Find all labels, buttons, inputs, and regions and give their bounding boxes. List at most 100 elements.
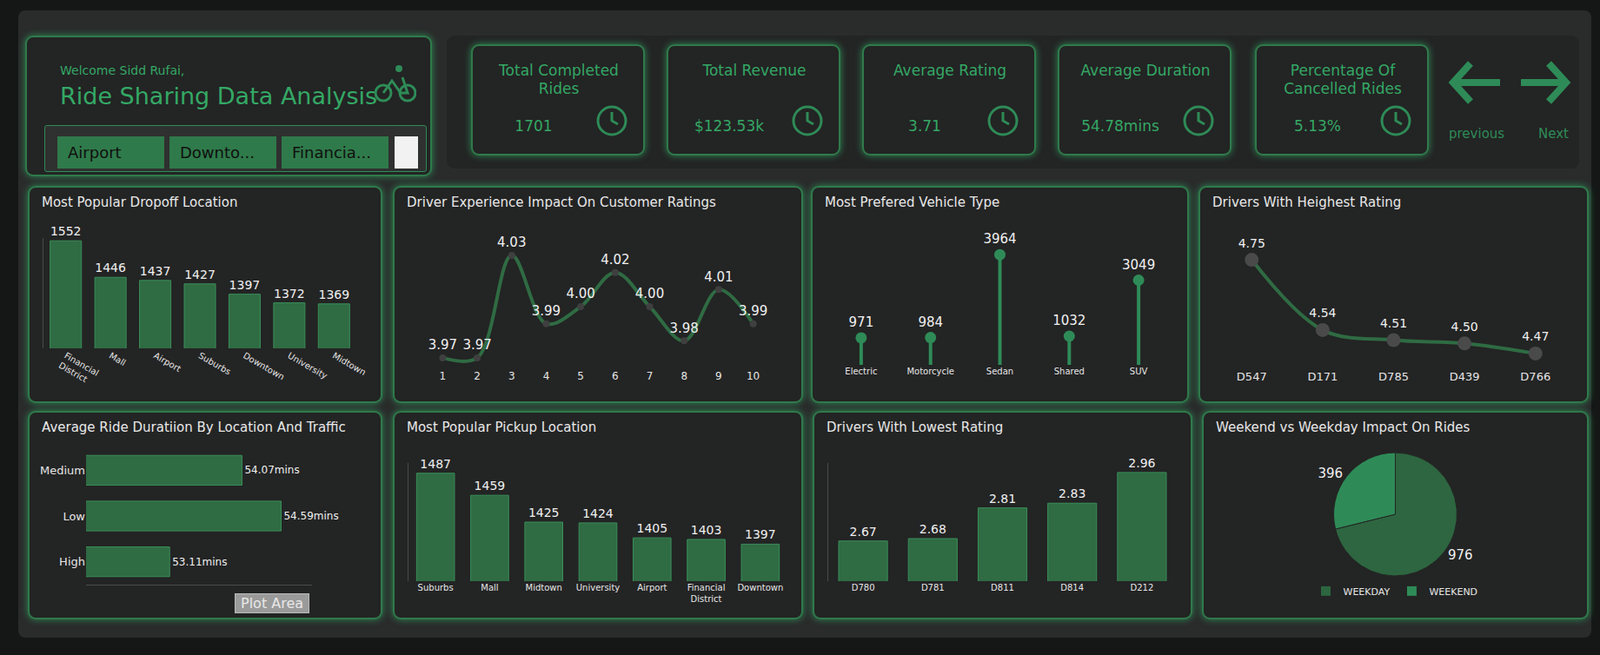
svg-text:1427: 1427 bbox=[184, 267, 216, 282]
svg-text:D439: D439 bbox=[1449, 370, 1481, 384]
svg-text:4.01: 4.01 bbox=[703, 269, 733, 286]
svg-text:WEEKDAY: WEEKDAY bbox=[1343, 586, 1391, 598]
html-text:$123.53k: $123.53k bbox=[694, 117, 765, 135]
svg-text:2: 2 bbox=[473, 370, 481, 383]
html-text:Average Rating: Average Rating bbox=[893, 61, 1007, 80]
svg-text:D547: D547 bbox=[1236, 370, 1268, 384]
svg-text:Midtown: Midtown bbox=[331, 351, 368, 379]
svg-text:1397: 1397 bbox=[229, 278, 261, 293]
svg-text:Mall: Mall bbox=[480, 583, 498, 593]
svg-text:University: University bbox=[576, 583, 621, 593]
svg-text:D212: D212 bbox=[1130, 583, 1155, 593]
svg-text:976: 976 bbox=[1447, 547, 1474, 564]
html-text:Total Revenue: Total Revenue bbox=[702, 61, 807, 80]
svg-text:2.96: 2.96 bbox=[1128, 456, 1156, 471]
svg-text:3.98: 3.98 bbox=[670, 320, 699, 337]
svg-text:1459: 1459 bbox=[474, 478, 506, 493]
svg-text:3: 3 bbox=[508, 370, 516, 383]
svg-text:FinancialDistrict: FinancialDistrict bbox=[57, 351, 101, 389]
html-text:Total Completed Rides: Total Completed Rides bbox=[498, 61, 619, 98]
html-text:1701: 1701 bbox=[514, 117, 553, 135]
svg-text:WEEKEND: WEEKEND bbox=[1428, 586, 1478, 598]
svg-text:4.75: 4.75 bbox=[1238, 236, 1266, 251]
html-text:3.71: 3.71 bbox=[908, 117, 942, 135]
html-text:Financia...: Financia... bbox=[292, 143, 372, 162]
svg-text:6: 6 bbox=[611, 370, 619, 383]
svg-text:D781: D781 bbox=[921, 583, 945, 593]
svg-text:3.99: 3.99 bbox=[531, 303, 561, 319]
html-text:Average Duration: Average Duration bbox=[1080, 61, 1211, 80]
svg-text:Mall: Mall bbox=[107, 351, 128, 369]
svg-text:University: University bbox=[285, 351, 329, 382]
svg-text:4.50: 4.50 bbox=[1451, 319, 1479, 334]
svg-text:D785: D785 bbox=[1378, 370, 1409, 384]
svg-text:1405: 1405 bbox=[636, 521, 668, 536]
svg-text:54.07mins: 54.07mins bbox=[244, 464, 299, 477]
svg-text:3049: 3049 bbox=[1121, 257, 1156, 273]
svg-text:1437: 1437 bbox=[139, 264, 172, 279]
svg-text:4.54: 4.54 bbox=[1308, 305, 1336, 320]
svg-text:Sedan: Sedan bbox=[986, 366, 1014, 377]
html-text:Downto...: Downto... bbox=[179, 143, 255, 162]
svg-text:D814: D814 bbox=[1060, 583, 1084, 593]
svg-text:10: 10 bbox=[746, 370, 760, 383]
svg-text:Medium: Medium bbox=[39, 464, 86, 478]
svg-text:1424: 1424 bbox=[582, 506, 614, 521]
svg-text:1032: 1032 bbox=[1052, 312, 1086, 329]
svg-text:Electric: Electric bbox=[844, 366, 877, 377]
svg-text:2.67: 2.67 bbox=[849, 524, 877, 539]
svg-text:1372: 1372 bbox=[273, 286, 306, 301]
svg-text:Downtown: Downtown bbox=[241, 351, 286, 383]
svg-text:53.11mins: 53.11mins bbox=[172, 556, 227, 569]
html-text:Airport: Airport bbox=[67, 143, 122, 162]
svg-text:4.00: 4.00 bbox=[635, 285, 664, 302]
svg-text:5: 5 bbox=[577, 370, 585, 383]
svg-text:Suburbs: Suburbs bbox=[197, 351, 233, 378]
svg-text:4.51: 4.51 bbox=[1380, 316, 1408, 331]
svg-text:High: High bbox=[59, 555, 86, 569]
svg-text:2.68: 2.68 bbox=[919, 522, 947, 537]
svg-text:D811: D811 bbox=[990, 583, 1015, 593]
svg-text:D766: D766 bbox=[1520, 370, 1551, 384]
svg-text:1425: 1425 bbox=[528, 505, 560, 520]
svg-text:54.59mins: 54.59mins bbox=[283, 510, 339, 523]
svg-text:D171: D171 bbox=[1307, 370, 1338, 384]
svg-text:4.00: 4.00 bbox=[565, 285, 595, 302]
svg-text:4.03: 4.03 bbox=[497, 234, 526, 251]
svg-text:1552: 1552 bbox=[50, 224, 82, 239]
svg-text:4.47: 4.47 bbox=[1521, 329, 1549, 344]
svg-text:Airport: Airport bbox=[152, 351, 183, 375]
svg-text:3.97: 3.97 bbox=[428, 337, 458, 353]
svg-text:1397: 1397 bbox=[744, 527, 777, 542]
svg-text:Shared: Shared bbox=[1054, 366, 1085, 377]
svg-text:3.99: 3.99 bbox=[738, 303, 768, 319]
svg-text:8: 8 bbox=[680, 370, 688, 383]
svg-text:1: 1 bbox=[439, 370, 447, 383]
svg-text:Midtown: Midtown bbox=[525, 583, 563, 593]
svg-text:396: 396 bbox=[1317, 465, 1343, 482]
svg-text:3.97: 3.97 bbox=[462, 337, 492, 353]
svg-text:1446: 1446 bbox=[94, 260, 127, 275]
svg-text:9: 9 bbox=[715, 370, 723, 383]
svg-text:971: 971 bbox=[849, 314, 875, 331]
svg-text:4: 4 bbox=[543, 370, 551, 383]
html-text:Ride Sharing Data Analysis: Ride Sharing Data Analysis bbox=[59, 82, 378, 110]
svg-text:2.83: 2.83 bbox=[1058, 486, 1086, 501]
svg-text:7: 7 bbox=[646, 370, 654, 383]
svg-text:Motorcycle: Motorcycle bbox=[906, 366, 955, 377]
svg-text:Low: Low bbox=[62, 510, 86, 524]
svg-text:3964: 3964 bbox=[982, 231, 1016, 247]
svg-text:4.02: 4.02 bbox=[600, 252, 630, 268]
svg-text:1369: 1369 bbox=[318, 287, 350, 302]
svg-text:2.81: 2.81 bbox=[989, 491, 1016, 506]
svg-text:SUV: SUV bbox=[1129, 366, 1149, 377]
svg-text:D780: D780 bbox=[851, 583, 876, 593]
svg-text:Airport: Airport bbox=[637, 583, 667, 593]
svg-text:984: 984 bbox=[917, 314, 943, 331]
html-text:Percentage Of Cancelled Rides: Percentage Of Cancelled Rides bbox=[1283, 61, 1402, 98]
svg-text:Suburbs: Suburbs bbox=[418, 583, 454, 593]
svg-text:1487: 1487 bbox=[419, 457, 452, 472]
svg-text:FinancialDistrict: FinancialDistrict bbox=[687, 583, 726, 605]
svg-text:Downtown: Downtown bbox=[736, 583, 784, 593]
svg-text:1403: 1403 bbox=[690, 523, 723, 538]
